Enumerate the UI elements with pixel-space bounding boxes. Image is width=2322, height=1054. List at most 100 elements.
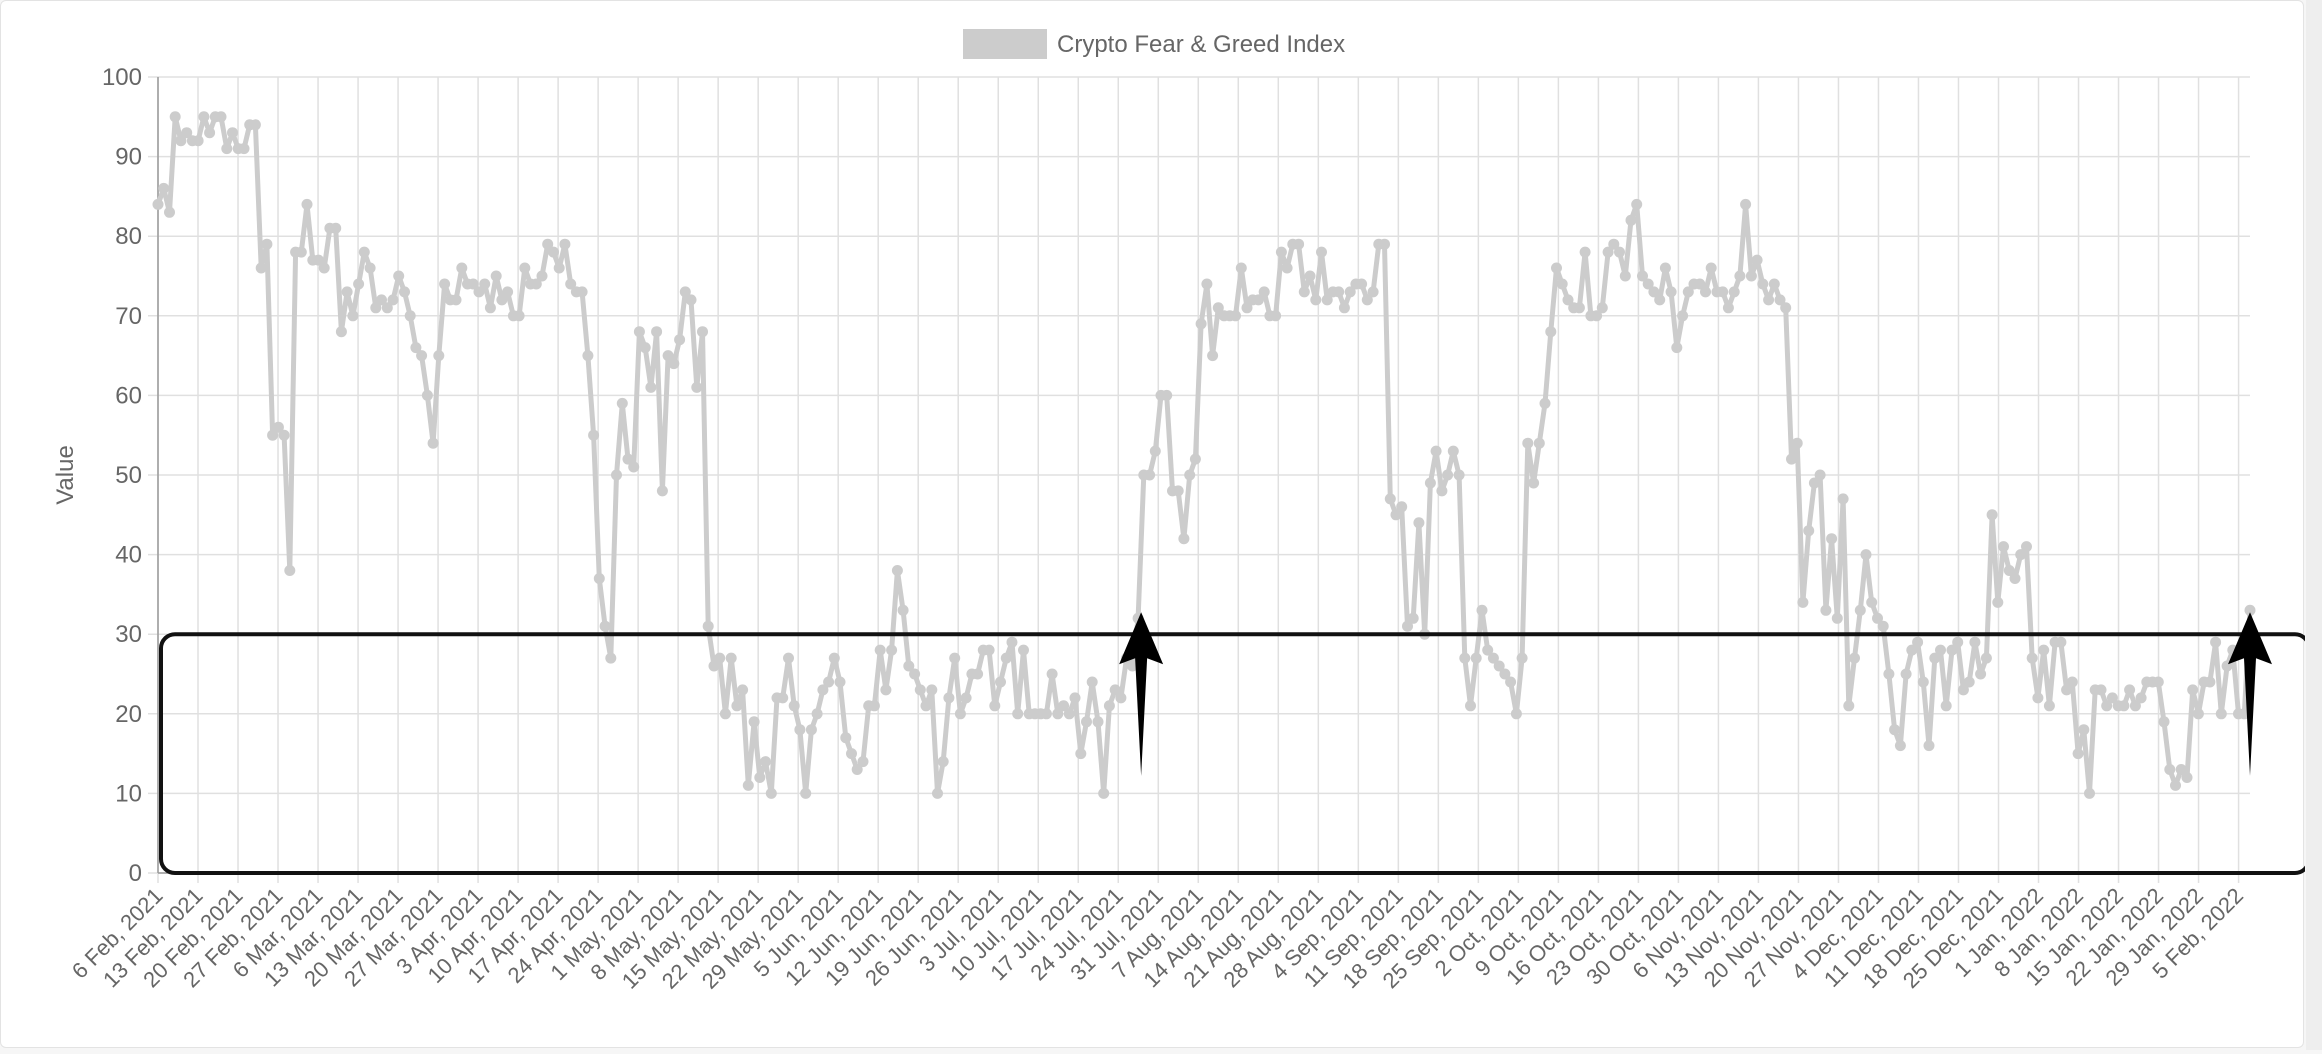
data-point xyxy=(1957,684,1969,696)
data-point xyxy=(1407,612,1419,624)
data-point xyxy=(582,350,594,362)
data-point xyxy=(1258,286,1270,298)
data-point xyxy=(1837,493,1849,505)
data-point xyxy=(1975,668,1987,680)
data-point xyxy=(954,708,966,720)
data-point xyxy=(1533,437,1545,449)
data-point xyxy=(1092,716,1104,728)
grid xyxy=(148,76,2250,883)
data-point xyxy=(1006,636,1018,648)
data-point xyxy=(1298,286,1310,298)
data-point xyxy=(731,700,743,712)
data-point xyxy=(1877,620,1889,632)
data-point xyxy=(2170,779,2181,791)
data-point xyxy=(421,389,433,401)
data-point xyxy=(880,684,892,696)
data-point xyxy=(651,326,663,338)
data-point xyxy=(215,111,227,123)
data-point xyxy=(1396,501,1408,513)
data-point xyxy=(1447,445,1459,457)
data-point xyxy=(2175,764,2187,775)
data-point xyxy=(1510,708,1522,720)
data-point xyxy=(737,684,749,696)
data-point xyxy=(2135,692,2147,704)
data-point xyxy=(1476,604,1488,616)
y-tick-label: 40 xyxy=(115,542,142,569)
data-point xyxy=(553,262,565,274)
data-point xyxy=(272,421,284,433)
data-point xyxy=(261,238,273,250)
data-point xyxy=(399,286,410,298)
data-point xyxy=(1642,278,1654,290)
data-point xyxy=(559,238,571,250)
data-point xyxy=(2072,748,2084,760)
y-tick-label: 80 xyxy=(115,223,142,250)
data-point xyxy=(817,684,829,696)
data-point xyxy=(1012,708,1024,720)
data-point xyxy=(1992,596,2004,608)
data-point xyxy=(685,294,697,306)
data-point xyxy=(697,326,708,338)
data-point xyxy=(2015,549,2027,561)
data-point xyxy=(1980,652,1992,664)
data-point xyxy=(1780,302,1792,314)
data-point xyxy=(2009,573,2021,584)
data-point xyxy=(593,573,605,584)
annotations xyxy=(159,612,2311,876)
arrow-up-icon xyxy=(2228,612,2272,776)
data-point xyxy=(1866,596,1878,608)
data-point xyxy=(530,278,542,290)
data-point xyxy=(2210,636,2222,648)
data-point xyxy=(1894,740,1906,752)
data-point xyxy=(1562,294,1574,306)
data-point xyxy=(1516,652,1528,664)
data-point xyxy=(846,748,857,760)
data-point xyxy=(1883,668,1895,680)
data-point xyxy=(1189,453,1201,465)
data-point xyxy=(1184,469,1196,481)
data-point xyxy=(370,302,382,314)
data-point xyxy=(932,787,943,799)
data-point xyxy=(1831,612,1843,624)
data-point xyxy=(2043,700,2055,712)
data-point xyxy=(1705,262,1717,274)
data-point xyxy=(473,286,485,298)
data-point xyxy=(152,198,164,210)
data-point xyxy=(335,326,347,338)
data-point xyxy=(1499,668,1511,680)
data-point xyxy=(1430,445,1442,457)
data-point xyxy=(1195,318,1207,330)
data-point xyxy=(1356,278,1368,290)
data-point xyxy=(1310,294,1322,306)
data-point xyxy=(1505,676,1517,688)
data-point xyxy=(1304,270,1316,282)
data-point xyxy=(2032,692,2044,704)
data-point xyxy=(1952,636,1964,648)
data-point xyxy=(192,135,204,147)
data-point xyxy=(1149,445,1161,457)
data-point xyxy=(760,756,771,768)
data-point xyxy=(1333,286,1345,298)
data-point xyxy=(164,206,175,218)
data-point xyxy=(1293,238,1305,250)
data-point xyxy=(1751,254,1763,266)
data-point xyxy=(926,684,938,696)
data-point xyxy=(2192,708,2204,720)
data-point xyxy=(1493,660,1505,672)
legend-swatch xyxy=(963,29,1047,59)
data-point xyxy=(364,262,376,274)
data-point xyxy=(2101,700,2113,712)
data-point xyxy=(1614,246,1625,258)
data-point xyxy=(1923,740,1935,752)
data-point xyxy=(1545,326,1557,338)
data-point xyxy=(2106,692,2118,704)
legend[interactable]: Crypto Fear & Greed Index xyxy=(963,29,1345,59)
data-point xyxy=(1734,270,1746,282)
data-point xyxy=(622,453,634,465)
data-point xyxy=(1722,302,1734,314)
data-point xyxy=(1058,700,1070,712)
data-point xyxy=(909,668,921,680)
data-point xyxy=(1018,644,1029,656)
data-point xyxy=(496,294,508,306)
